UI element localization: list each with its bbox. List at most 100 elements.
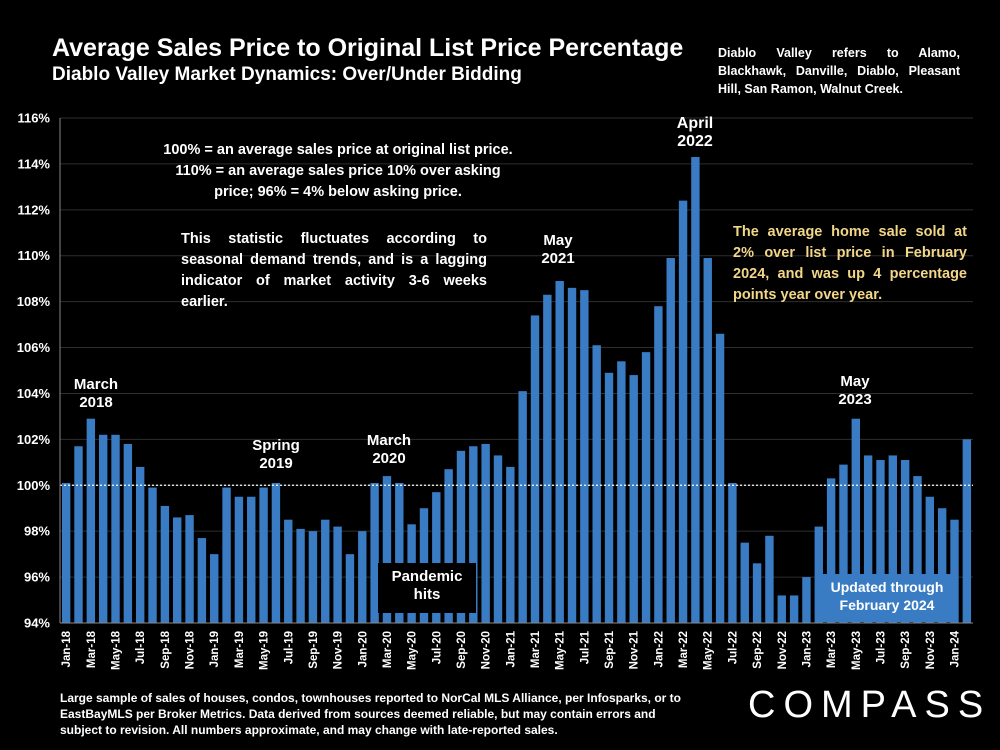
bar-apr-21 bbox=[543, 294, 552, 623]
x-tick-label: May-18 bbox=[111, 630, 123, 670]
bar-oct-19 bbox=[321, 519, 330, 623]
annotation-april-2022: April 2022 bbox=[676, 115, 714, 150]
x-tick-label: Mar-20 bbox=[382, 631, 394, 668]
x-tick-label: Sep-23 bbox=[900, 631, 912, 669]
chart-subtitle: Diablo Valley Market Dynamics: Over/Unde… bbox=[52, 64, 522, 85]
x-tick-label: Jan-21 bbox=[505, 630, 517, 667]
updated-box: Updated through February 2024 bbox=[818, 574, 956, 622]
x-tick-label: Jan-18 bbox=[61, 630, 73, 667]
bar-dec-19 bbox=[345, 554, 355, 623]
x-tick-label: Jul-21 bbox=[579, 630, 591, 664]
bar-feb-18 bbox=[74, 446, 83, 623]
bar-oct-18 bbox=[173, 517, 182, 623]
bar-nov-18 bbox=[185, 515, 194, 623]
x-tick-label: Sep-21 bbox=[604, 630, 616, 668]
y-tick-label: 114% bbox=[17, 156, 50, 171]
bar-apr-23 bbox=[839, 464, 848, 623]
y-tick-label: 94% bbox=[24, 616, 50, 631]
bar-mar-20 bbox=[382, 476, 392, 623]
bar-sep-23 bbox=[900, 460, 910, 623]
annotation-march-2018: March 2018 bbox=[73, 376, 119, 411]
bar-feb-24 bbox=[962, 439, 972, 623]
definition-note: 100% = an average sales price at origina… bbox=[163, 142, 513, 200]
y-axis-ticks: 94% 96% 98% 100% 102% 104% 106% 108% 110% 112% 114… bbox=[17, 111, 51, 631]
bar-oct-23 bbox=[913, 476, 922, 623]
bar-oct-20 bbox=[469, 446, 478, 623]
bar-dec-21 bbox=[641, 352, 651, 623]
bar-may-19 bbox=[259, 487, 268, 623]
annotation-may-2021: May 2021 bbox=[541, 232, 575, 267]
x-tick-label: Mar-23 bbox=[826, 631, 838, 668]
x-tick-label: Mar-19 bbox=[234, 631, 246, 668]
x-tick-label: Jul-18 bbox=[135, 630, 147, 664]
x-tick-label: Nov-20 bbox=[481, 631, 493, 669]
bar-jan-24 bbox=[950, 519, 959, 623]
bar-oct-21 bbox=[617, 361, 626, 623]
y-tick-label: 116% bbox=[17, 111, 50, 126]
x-tick-label: Jan-24 bbox=[949, 630, 961, 667]
bar-apr-18 bbox=[98, 434, 108, 623]
bar-jul-21 bbox=[580, 290, 589, 623]
x-tick-label: Nov-18 bbox=[185, 630, 197, 669]
bar-may-23 bbox=[851, 418, 860, 623]
x-tick-label: Nov-21 bbox=[629, 630, 641, 669]
y-tick-label: 96% bbox=[24, 570, 50, 585]
bar-jun-19 bbox=[271, 482, 281, 623]
bar-aug-21 bbox=[592, 345, 601, 623]
y-tick-label: 112% bbox=[17, 202, 50, 217]
compass-logo: COMPASS bbox=[748, 684, 992, 726]
x-tick-label: Jul-22 bbox=[727, 631, 739, 664]
bar-jan-18 bbox=[61, 482, 71, 623]
bar-aug-23 bbox=[888, 455, 897, 623]
bar-nov-19 bbox=[333, 526, 342, 623]
bar-nov-21 bbox=[629, 375, 638, 623]
bar-jun-22 bbox=[715, 333, 725, 623]
bar-jan-23 bbox=[802, 577, 811, 623]
pandemic-box: Pandemic hits bbox=[378, 563, 476, 613]
bar-mar-21 bbox=[530, 315, 540, 623]
bar-nov-22 bbox=[777, 595, 786, 623]
bar-sep-19 bbox=[308, 531, 318, 623]
bar-jun-21 bbox=[567, 287, 577, 623]
bar-sep-22 bbox=[752, 563, 762, 623]
x-tick-label: Mar-22 bbox=[678, 631, 690, 668]
bar-apr-22 bbox=[691, 157, 700, 623]
y-tick-label: 110% bbox=[17, 248, 50, 263]
x-tick-label: Sep-20 bbox=[456, 631, 468, 669]
x-tick-label: Jan-20 bbox=[357, 631, 369, 667]
x-tick-label: Mar-21 bbox=[530, 630, 542, 668]
x-tick-label: May-22 bbox=[703, 631, 715, 670]
bar-oct-22 bbox=[765, 535, 774, 623]
bar-jul-22 bbox=[728, 482, 737, 623]
highlight-note: The average home sale sold at 2% over li… bbox=[733, 224, 967, 303]
x-tick-label: Nov-22 bbox=[777, 631, 789, 669]
bar-nov-20 bbox=[481, 443, 490, 623]
y-tick-label: 106% bbox=[17, 340, 51, 355]
bar-jun-18 bbox=[123, 443, 133, 623]
bar-feb-21 bbox=[518, 391, 527, 623]
x-tick-label: May-19 bbox=[259, 631, 271, 670]
bar-jul-20 bbox=[432, 492, 441, 623]
fluctuation-note: This statistic fluctuates according to s… bbox=[181, 231, 487, 310]
bar-jul-23 bbox=[876, 460, 885, 623]
bar-may-22 bbox=[703, 258, 712, 623]
bar-dec-18 bbox=[197, 538, 207, 623]
x-tick-label: May-20 bbox=[407, 631, 419, 670]
x-tick-label: Jan-22 bbox=[653, 631, 665, 667]
x-tick-label: Jul-23 bbox=[875, 631, 887, 664]
region-note: Diablo Valley refers to Alamo, Blackhawk… bbox=[718, 46, 960, 96]
bar-jul-18 bbox=[136, 466, 145, 623]
x-tick-label: Mar-18 bbox=[86, 630, 98, 668]
bar-may-18 bbox=[111, 434, 120, 623]
bar-nov-23 bbox=[925, 496, 935, 623]
x-axis-ticks: Jan-18 Mar-18 May-18 Jul-18 Sep-18 Nov-18 Jan-… bbox=[61, 630, 961, 670]
bar-jan-21 bbox=[506, 466, 515, 623]
bar-jan-20 bbox=[358, 531, 367, 623]
bar-aug-20 bbox=[444, 469, 453, 623]
bar-apr-19 bbox=[247, 496, 256, 623]
annotation-march-2020: March 2020 bbox=[366, 432, 412, 467]
y-tick-label: 98% bbox=[24, 524, 50, 539]
bar-mar-22 bbox=[678, 200, 688, 623]
bar-sep-20 bbox=[456, 450, 466, 623]
x-tick-label: Jul-19 bbox=[283, 631, 295, 664]
